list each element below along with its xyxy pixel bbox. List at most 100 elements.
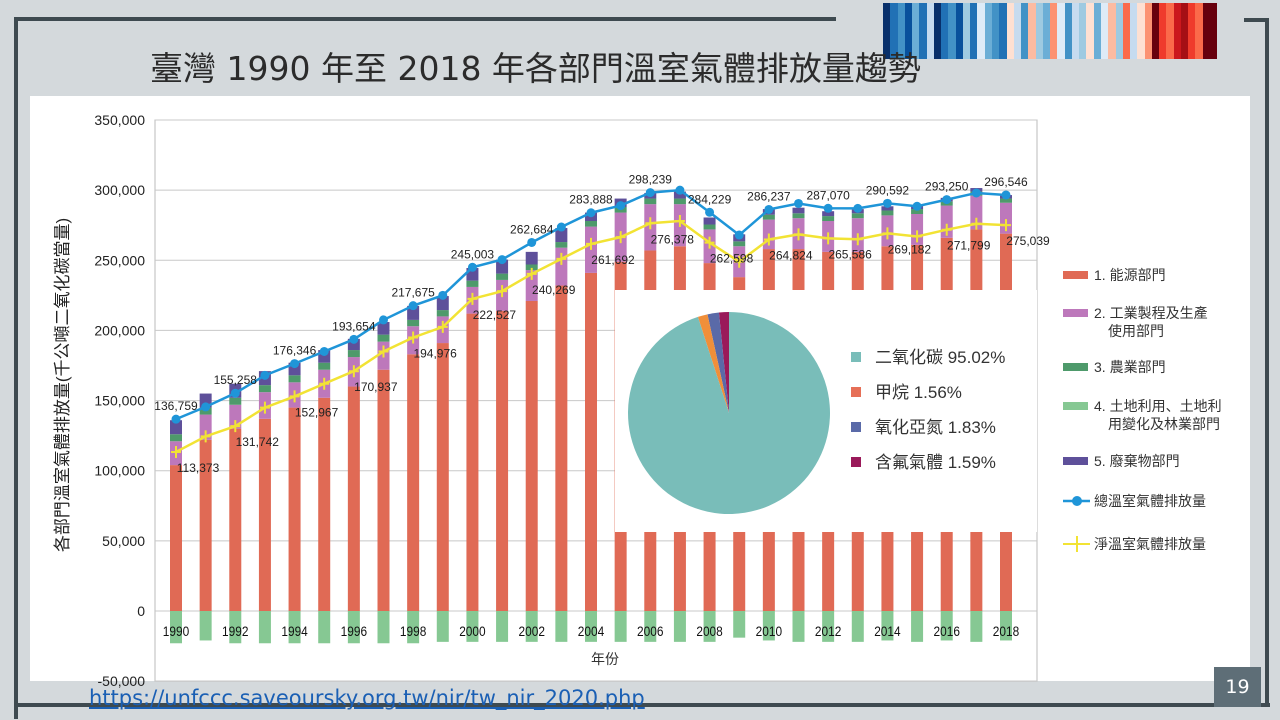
total-data-label: 155,258 [214, 373, 258, 387]
x-tick-label: 1990 [163, 623, 189, 639]
bar-segment [822, 216, 835, 222]
net-point [556, 252, 567, 265]
warming-stripe [1050, 3, 1058, 59]
bar-segment-lulucf [347, 611, 360, 644]
bar-segment-lulucf [170, 611, 182, 644]
warming-stripe [897, 3, 905, 59]
total-point [823, 203, 833, 213]
net-data-label: 170,937 [354, 380, 398, 394]
pie-inset: 二氧化碳 95.02% 甲烷 1.56% 氧化亞氮 1.83% 含氟氣體 1.59% [615, 290, 1037, 532]
bar-segment [258, 385, 271, 393]
total-point [586, 208, 596, 218]
bar-segment [911, 209, 924, 214]
bar-segment-lulucf [970, 611, 983, 642]
total-point [290, 359, 300, 369]
bar-segment [822, 211, 835, 217]
net-point [882, 227, 893, 240]
bar-segment-lulucf [318, 611, 331, 644]
warming-stripe [1130, 3, 1138, 59]
pie-legend-label: 氧化亞氮 1.83% [875, 418, 996, 437]
net-point [526, 267, 537, 280]
total-data-label: 290,592 [866, 183, 910, 197]
net-point [823, 232, 834, 245]
total-point [853, 203, 863, 213]
legend-label: 使用部門 [1108, 323, 1164, 339]
net-point [763, 233, 774, 246]
net-point [497, 285, 508, 298]
pie-slice [718, 312, 729, 413]
total-point [349, 334, 359, 344]
total-point [408, 301, 418, 311]
x-tick-label: 2008 [696, 623, 722, 639]
total-point [201, 402, 211, 412]
bar-segment [970, 195, 983, 230]
warming-stripe [904, 3, 913, 59]
x-tick-label: 2012 [815, 623, 841, 639]
slide-frame-right [1265, 18, 1269, 707]
bar-segment-lulucf [703, 611, 716, 642]
bar-segment [199, 439, 212, 611]
bar-segment [1000, 198, 1012, 203]
total-data-label: 136,759 [154, 399, 198, 413]
net-point [200, 430, 211, 443]
warming-stripe [926, 3, 934, 59]
total-data-label: 284,229 [688, 192, 732, 206]
warming-stripe [1021, 3, 1029, 59]
x-tick-label: 2002 [518, 623, 544, 639]
net-point [941, 223, 952, 236]
net-point [378, 345, 389, 358]
bar-segment-lulucf [1000, 611, 1012, 641]
x-tick-labels: 1990 1992 1994 1996 1998 2000 2002 2004 2006 2008… [163, 623, 1019, 639]
x-tick-label: 2014 [874, 623, 900, 639]
bar-segment [881, 210, 894, 216]
net-point [734, 255, 745, 268]
net-point [586, 237, 596, 250]
slide-frame-left [14, 17, 18, 719]
warming-stripe [1115, 3, 1123, 59]
total-point [527, 237, 537, 247]
pie-legend-label: 二氧化碳 95.02% [875, 348, 1005, 367]
legend-label: 用變化及林業部門 [1108, 416, 1220, 432]
bar-segment [258, 418, 271, 611]
bar-segment-lulucf [525, 611, 538, 642]
warming-stripe [948, 3, 956, 59]
net-point [645, 217, 656, 230]
net-point [259, 401, 270, 414]
legend-marker [1072, 496, 1082, 506]
total-data-label: 193,654 [332, 319, 376, 333]
bar-segment [288, 375, 301, 383]
source-link[interactable]: https://unfccc.saveoursky.org.tw/nir/tw_… [89, 686, 645, 710]
bar-segment [703, 217, 716, 225]
y-tick-label: 0 [137, 603, 145, 619]
total-point [764, 204, 774, 214]
x-tick-label: 2016 [933, 623, 959, 639]
total-point [645, 188, 655, 198]
y-tick-label: 150,000 [94, 393, 145, 409]
legend-swatch [1063, 309, 1088, 317]
warming-stripe [1144, 3, 1152, 59]
bar-segment [496, 310, 509, 611]
bar-segment [496, 259, 509, 274]
bar-segment [555, 285, 568, 611]
warming-stripe [1013, 3, 1022, 59]
bar-segment-lulucf [229, 611, 242, 644]
bar-segment [792, 207, 805, 214]
x-tick-label: 2018 [993, 623, 1019, 639]
total-point [171, 414, 181, 424]
bar-segment-lulucf [881, 611, 894, 641]
bar-segment [377, 334, 390, 342]
bar-segment [525, 264, 538, 271]
y-tick-label: 100,000 [94, 463, 145, 479]
bar-segment [436, 296, 449, 311]
y-tick-label: 250,000 [94, 252, 145, 268]
pie-legend-label: 甲烷 1.56% [875, 383, 962, 402]
pie-legend-swatch [851, 352, 861, 362]
bar-segment [466, 280, 479, 287]
bar-segment [644, 198, 657, 205]
pie-slice [697, 314, 729, 413]
warming-stripe [962, 3, 971, 59]
bar-segment [318, 397, 331, 611]
legend-label: 4. 土地利用、土地利 [1094, 398, 1222, 414]
warming-stripe [1093, 3, 1101, 59]
bar-segment-lulucf [792, 611, 805, 642]
